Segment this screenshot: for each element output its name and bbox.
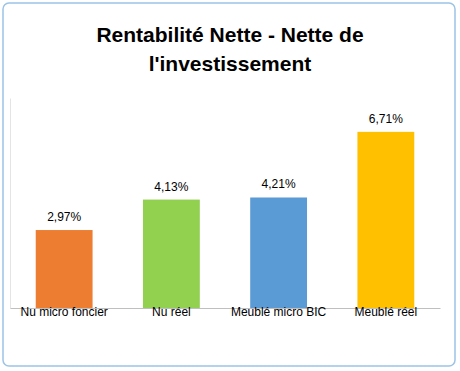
data-label: 4,13%	[154, 180, 188, 194]
chart: Rentabilité Nette - Nette del'investisse…	[0, 0, 460, 371]
x-tick: Meublé réel	[354, 305, 417, 319]
x-tick-label: Nu micro foncier	[20, 305, 107, 319]
x-tick-label: Nu réel	[152, 305, 191, 319]
x-tick: Nu micro foncier	[20, 305, 107, 319]
y-axis-line	[10, 99, 11, 309]
bars	[36, 132, 415, 308]
data-label: 2,97%	[47, 210, 81, 224]
plot: Nu micro foncier Nu réel Meublé micro BIC M…	[11, 99, 441, 320]
bar	[250, 197, 307, 308]
y-axis	[10, 99, 11, 309]
bar	[36, 230, 93, 308]
x-tick-label: Meublé micro BIC	[231, 305, 327, 319]
bar	[143, 200, 200, 308]
x-tick: Meublé micro BIC	[231, 305, 327, 319]
data-label: 4,21%	[262, 177, 296, 191]
chart-frame	[3, 3, 455, 366]
data-label: 6,71%	[369, 112, 403, 126]
x-axis: Nu micro foncier Nu réel Meublé micro BIC M…	[11, 305, 441, 319]
bar	[357, 132, 414, 308]
x-tick-label: Meublé réel	[354, 305, 417, 319]
data-labels: 2,97% 4,13% 4,21% 6,71%	[47, 112, 403, 224]
x-tick: Nu réel	[152, 305, 191, 319]
chart-title: Rentabilité Nette - Nette del'investisse…	[96, 23, 363, 75]
